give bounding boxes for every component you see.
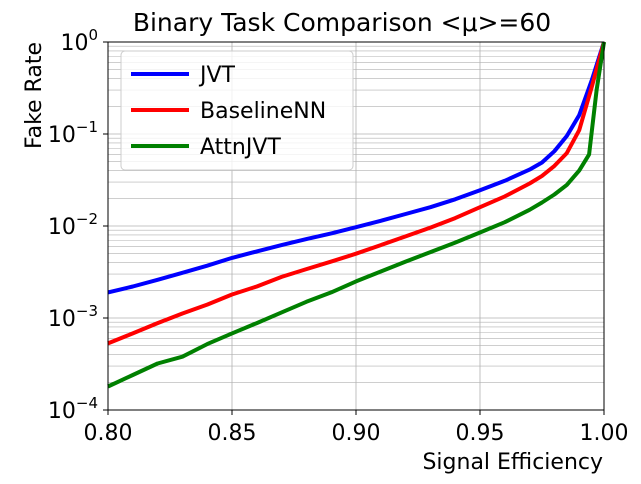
y-tick-label: 100 [60, 26, 98, 56]
y-tick-label: 10−1 [48, 118, 98, 148]
y-axis-label: Fake Rate [22, 42, 47, 149]
series-line-baselinenn [107, 41, 606, 346]
series-line-attnjvt [107, 41, 606, 389]
y-tick-label: 10−3 [48, 302, 98, 332]
legend-label: AttnJVT [200, 135, 281, 160]
axis-ticks: 0.80 0.85 0.90 0.95 1.00 10−4 10−3 10−2 10−1 100 [48, 26, 629, 446]
x-tick-label: 0.80 [84, 421, 133, 446]
x-tick-label: 0.85 [208, 421, 257, 446]
plot-lines [107, 41, 606, 389]
legend-label: JVT [198, 63, 236, 88]
y-tick-label: 10−2 [48, 210, 98, 240]
x-tick-label: 1.00 [580, 421, 629, 446]
legend-box [120, 50, 354, 171]
x-tick-label: 0.90 [332, 421, 381, 446]
series-line-jvt [107, 41, 606, 295]
x-tick-label: 0.95 [456, 421, 505, 446]
legend: JVT BaselineNN AttnJVT [120, 50, 354, 171]
y-tick-label: 10−4 [48, 394, 98, 424]
legend-label: BaselineNN [200, 99, 326, 124]
chart-title: Binary Task Comparison <μ>=60 [133, 8, 551, 37]
x-axis-label: Signal Efficiency [422, 450, 603, 475]
